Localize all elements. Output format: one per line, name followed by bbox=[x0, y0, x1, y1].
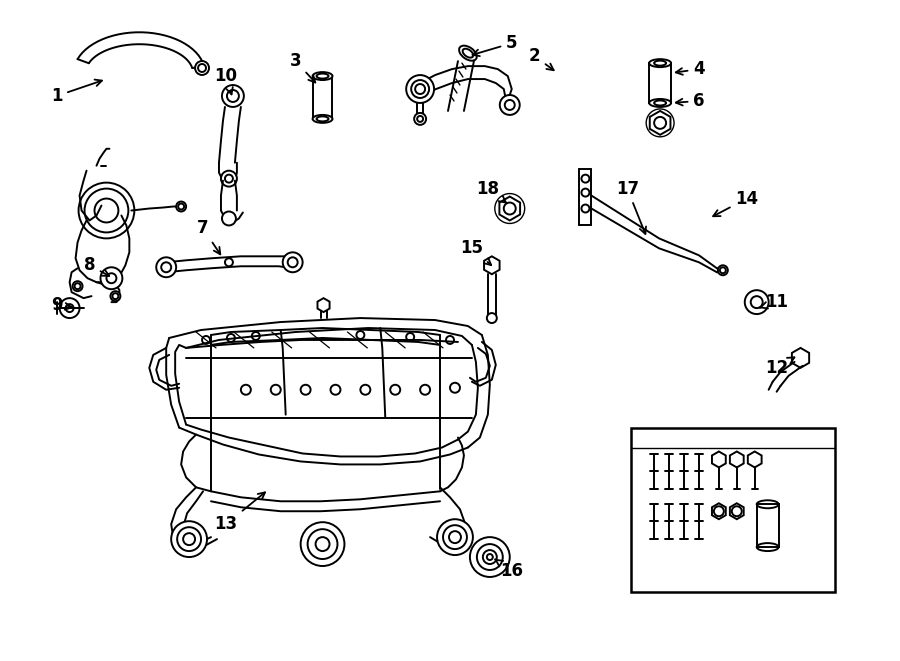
Text: 3: 3 bbox=[290, 52, 315, 83]
Ellipse shape bbox=[649, 99, 671, 107]
Circle shape bbox=[157, 257, 176, 277]
Ellipse shape bbox=[757, 500, 778, 508]
Circle shape bbox=[222, 85, 244, 107]
Text: 7: 7 bbox=[197, 219, 220, 254]
Text: 2: 2 bbox=[529, 47, 554, 70]
Polygon shape bbox=[318, 298, 329, 312]
Circle shape bbox=[171, 521, 207, 557]
Polygon shape bbox=[650, 111, 670, 135]
Text: 6: 6 bbox=[676, 92, 705, 110]
Text: 15: 15 bbox=[461, 239, 491, 265]
Ellipse shape bbox=[312, 115, 332, 123]
Text: 13: 13 bbox=[214, 492, 265, 533]
Text: 8: 8 bbox=[84, 256, 109, 276]
Circle shape bbox=[195, 61, 209, 75]
Text: 16: 16 bbox=[495, 559, 523, 580]
Ellipse shape bbox=[649, 59, 671, 67]
Circle shape bbox=[176, 202, 186, 212]
Text: 4: 4 bbox=[676, 60, 705, 78]
Text: 10: 10 bbox=[214, 67, 238, 95]
Text: 11: 11 bbox=[760, 293, 788, 311]
Circle shape bbox=[73, 281, 83, 291]
Circle shape bbox=[718, 265, 728, 275]
Ellipse shape bbox=[757, 543, 778, 551]
Text: 18: 18 bbox=[476, 180, 506, 202]
Circle shape bbox=[414, 113, 426, 125]
Text: 9: 9 bbox=[50, 296, 72, 314]
Polygon shape bbox=[792, 348, 809, 368]
Circle shape bbox=[406, 75, 434, 103]
Ellipse shape bbox=[459, 46, 477, 61]
Ellipse shape bbox=[312, 72, 332, 80]
Circle shape bbox=[470, 537, 509, 577]
Circle shape bbox=[222, 212, 236, 225]
Text: 5: 5 bbox=[472, 34, 518, 56]
Text: 12: 12 bbox=[765, 358, 795, 377]
Polygon shape bbox=[712, 451, 725, 467]
Circle shape bbox=[745, 290, 769, 314]
Bar bbox=[631, 428, 835, 592]
Polygon shape bbox=[484, 256, 500, 274]
Polygon shape bbox=[748, 451, 761, 467]
Circle shape bbox=[101, 267, 122, 289]
Circle shape bbox=[221, 171, 237, 186]
Circle shape bbox=[59, 298, 79, 318]
Polygon shape bbox=[500, 196, 520, 221]
Text: 1: 1 bbox=[51, 79, 102, 105]
Circle shape bbox=[500, 95, 519, 115]
Text: 14: 14 bbox=[713, 190, 759, 216]
Circle shape bbox=[437, 519, 472, 555]
Polygon shape bbox=[712, 503, 725, 519]
Circle shape bbox=[283, 253, 302, 272]
Circle shape bbox=[487, 313, 497, 323]
Polygon shape bbox=[730, 503, 743, 519]
Circle shape bbox=[78, 182, 134, 239]
Circle shape bbox=[301, 522, 345, 566]
Polygon shape bbox=[730, 451, 743, 467]
Circle shape bbox=[111, 291, 121, 301]
Text: 17: 17 bbox=[616, 180, 646, 234]
